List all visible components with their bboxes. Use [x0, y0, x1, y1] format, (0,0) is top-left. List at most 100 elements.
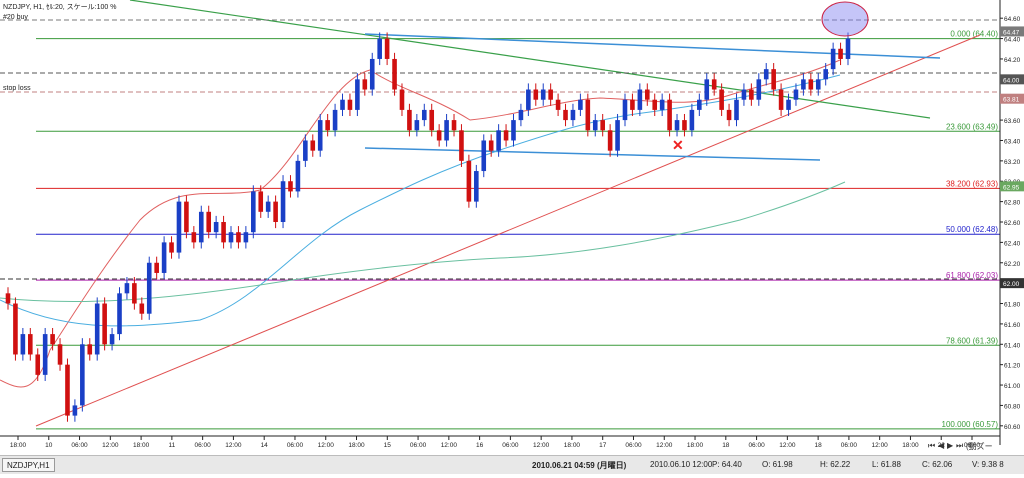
y-tick-label-15: 63.60 [1004, 118, 1021, 125]
candle-body-86 [644, 89, 650, 100]
candle-44 [332, 103, 338, 137]
candle-74 [555, 93, 561, 117]
candle-body-15 [117, 293, 122, 335]
candle-body-2 [20, 334, 26, 355]
candle-body-28 [213, 222, 219, 233]
candle-55 [414, 113, 420, 137]
x-tick-label-21: 12:00 [656, 442, 673, 449]
candle-body-37 [280, 181, 286, 222]
candle-body-59 [444, 120, 449, 141]
candle-52 [392, 52, 397, 96]
fast-ma-line [0, 59, 841, 388]
x-tick-label-7: 12:00 [225, 442, 242, 449]
candle-18 [139, 297, 145, 320]
x-tick-label-19: 17 [599, 442, 607, 449]
candles[interactable] [5, 32, 851, 422]
candle-body-97 [726, 109, 732, 121]
candle-64 [481, 134, 487, 178]
candle-body-61 [459, 130, 464, 161]
candle-body-46 [347, 99, 353, 110]
symbol-tab-label: NZDJPY,H1 [7, 460, 50, 470]
candle-32 [243, 226, 249, 249]
candle-body-65 [488, 140, 494, 151]
candle-body-6 [50, 334, 55, 345]
candle-111 [830, 42, 836, 76]
x-tick-label-4: 18:00 [133, 442, 150, 449]
x-tick-label-6: 06:00 [195, 442, 212, 449]
candle-body-5 [42, 334, 48, 375]
candle-35 [265, 195, 271, 218]
candle-46 [347, 93, 353, 117]
candle-body-99 [741, 89, 747, 100]
fib-label-3: 50.000 (62.48) [946, 225, 998, 234]
status-high: H: 62.22 [820, 460, 851, 469]
x-tick-label-18: 18:00 [564, 442, 581, 449]
x-tick-label-1: 10 [45, 442, 53, 449]
candle-body-3 [28, 334, 33, 355]
candle-19 [146, 256, 152, 320]
x-tick-label-31: 06:00 [964, 442, 981, 449]
candle-body-47 [355, 79, 360, 110]
candle-body-38 [288, 181, 293, 192]
candle-body-19 [146, 262, 152, 314]
candle-21 [161, 236, 167, 280]
y-tick-label-2: 61.00 [1004, 383, 1021, 390]
candle-body-102 [763, 69, 769, 80]
candle-86 [644, 83, 650, 106]
x-tick-label-25: 12:00 [779, 442, 796, 449]
candle-body-93 [697, 99, 702, 110]
candle-83 [622, 93, 628, 127]
candle-body-95 [711, 79, 717, 90]
candle-98 [734, 93, 739, 127]
y-tick-label-3: 61.20 [1004, 363, 1021, 370]
candle-body-74 [555, 99, 561, 110]
price-tag-label-4: 62.00 [1003, 281, 1020, 288]
blue-upper-channel-line [364, 33, 941, 59]
candle-body-29 [221, 222, 226, 243]
scroll-last-button[interactable]: ⏭ [956, 441, 964, 450]
candle-body-16 [124, 283, 130, 294]
candle-body-1 [13, 303, 18, 355]
candle-body-81 [607, 130, 613, 151]
scroll-first-button[interactable]: ⏮ [928, 441, 936, 450]
candle-58 [436, 124, 442, 147]
x-tick-label-16: 06:00 [502, 442, 519, 449]
price-tag-1 [1000, 74, 1024, 85]
candle-body-9 [72, 405, 78, 416]
candle-67 [503, 124, 509, 147]
candle-25 [191, 226, 197, 249]
y-tick-label-8: 62.20 [1004, 261, 1021, 268]
x-tick-label-8: 14 [261, 442, 269, 449]
x-tick-label-9: 06:00 [287, 442, 304, 449]
candle-body-88 [659, 99, 665, 110]
candle-body-33 [251, 191, 256, 233]
candle-body-77 [578, 99, 583, 110]
candle-99 [741, 83, 747, 106]
candle-106 [793, 83, 799, 106]
status-close: C: 62.06 [922, 460, 953, 469]
fib-label-0: 0.000 (64.40) [950, 30, 998, 39]
candle-body-67 [503, 130, 509, 141]
candle-87 [652, 93, 658, 117]
auto-zoom-button[interactable]: (動ズー [966, 442, 993, 451]
candle-body-105 [786, 99, 791, 110]
candle-body-21 [161, 242, 167, 273]
y-tick-label-13: 63.20 [1004, 159, 1021, 166]
scroll-right-button[interactable]: ▶ [947, 441, 954, 450]
candle-10 [80, 338, 85, 412]
candle-body-92 [689, 109, 695, 131]
candle-93 [697, 93, 702, 117]
svg-text:✕: ✕ [672, 137, 684, 153]
scroll-left-button[interactable]: ◀ [938, 441, 945, 450]
status-bar: NZDJPY,H1 2010.06.21 04:59 (月曜日) 2010.06… [0, 455, 1024, 474]
candle-101 [756, 73, 762, 106]
symbol-tab[interactable]: NZDJPY,H1 [2, 458, 55, 472]
candle-body-51 [384, 38, 390, 59]
candle-body-108 [808, 79, 814, 90]
candle-5 [42, 327, 48, 381]
candle-0 [5, 287, 11, 310]
candle-20 [154, 256, 159, 280]
candle-body-43 [325, 120, 330, 131]
candle-17 [132, 277, 137, 310]
